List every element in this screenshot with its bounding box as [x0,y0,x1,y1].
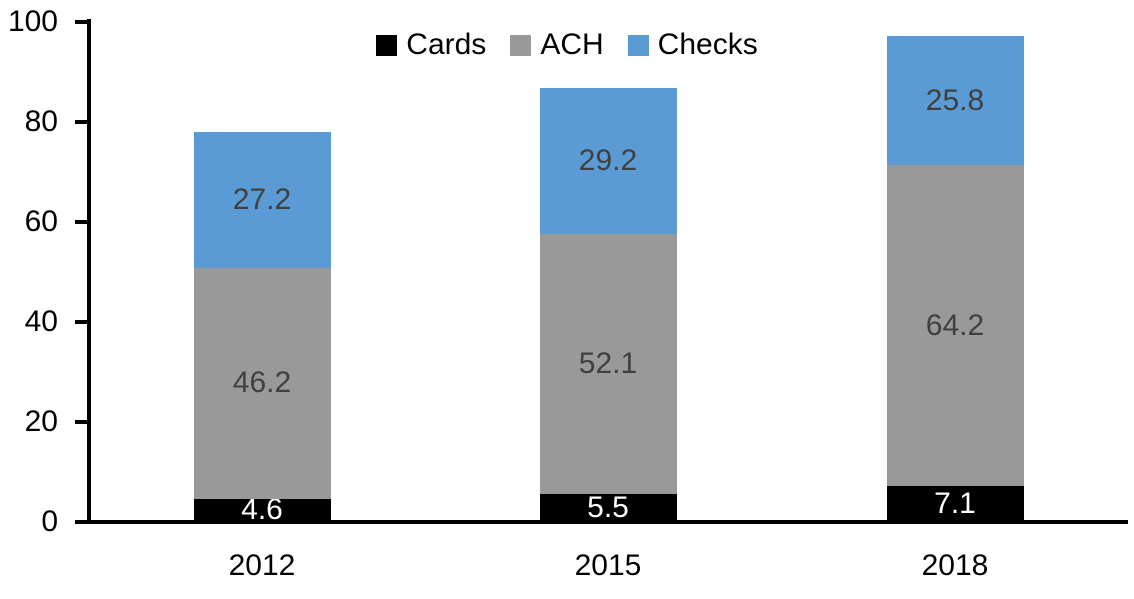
chart-legend: Cards ACH Checks [0,28,1134,62]
y-tick-mark [75,19,88,24]
y-tick-mark [75,319,88,324]
x-category-label: 2012 [228,549,296,582]
bar-value-label: 25.8 [925,83,985,117]
y-tick-label: 40 [24,304,58,338]
legend-label: ACH [540,28,604,61]
legend-label: Cards [406,28,487,61]
legend-item-cards: Cards [376,28,486,62]
y-tick-mark [75,119,88,124]
bar-value-label: 7.1 [934,486,976,520]
x-category-label: 2018 [921,549,989,582]
legend-label: Checks [657,28,758,61]
bar-segment-cards-2012: 4.6 [193,495,331,525]
bar-value-label: 52.1 [578,346,638,380]
y-tick-mark [75,519,88,524]
legend-marker-checks-icon [627,34,649,56]
legend-marker-ach-icon [510,34,532,56]
y-tick-label: 0 [41,504,58,538]
bar-value-label: 27.2 [232,182,292,216]
bar-segment-checks-2015: 29.2 [539,87,677,234]
legend-marker-cards-icon [376,34,398,56]
y-tick-label: 20 [24,404,58,438]
y-axis-line [87,19,91,524]
bar-segment-cards-2015: 5.5 [539,490,677,524]
bar-value-label: 64.2 [925,308,985,342]
bar-value-label: 29.2 [578,143,638,177]
y-tick-mark [75,419,88,424]
y-tick-label: 60 [24,204,58,238]
bar-segment-cards-2018: 7.1 [886,486,1024,522]
legend-item-checks: Checks [627,28,758,62]
bar-value-label: 46.2 [232,366,292,399]
y-tick-label: 80 [24,104,58,138]
bar-segment-checks-2012: 27.2 [193,131,331,268]
x-category-label: 2015 [574,549,642,582]
legend-item-ach: ACH [510,28,604,62]
bar-value-label: 5.5 [587,490,629,524]
bar-segment-checks-2018: 25.8 [886,36,1024,165]
y-tick-label: 100 [7,4,58,38]
bar-segment-ach-2012: 46.2 [193,267,331,499]
bar-segment-ach-2015: 52.1 [539,233,677,494]
x-axis-line [87,520,1128,524]
bar-value-label: 4.6 [241,493,283,526]
bar-segment-ach-2018: 64.2 [886,165,1024,486]
y-tick-mark [75,219,88,224]
